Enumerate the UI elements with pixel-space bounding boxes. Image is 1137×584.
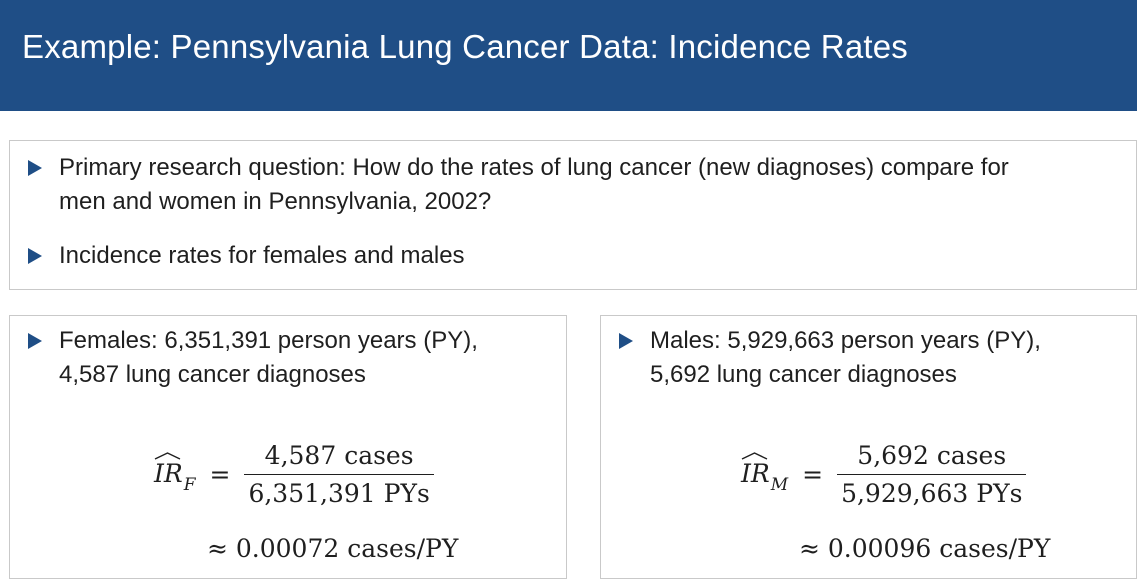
slide-title: Example: Pennsylvania Lung Cancer Data: …	[22, 28, 908, 65]
ir-subscript: F	[183, 474, 196, 495]
hat-accent-icon	[741, 451, 768, 460]
denominator: 6,351,391 PYs	[244, 474, 434, 508]
males-result: ≈ 0.00096 cases/PY	[799, 534, 1051, 563]
triangle-bullet-icon	[28, 248, 42, 264]
ir-letters: IR	[741, 458, 770, 488]
fraction: 4,587 cases 6,351,391 PYs	[244, 441, 434, 508]
numerator: 5,692 cases	[857, 441, 1007, 470]
bullet-incidence-rates: Incidence rates for females and males	[28, 239, 1128, 273]
females-formula: IR F = 4,587 cases 6,351,391 PYs	[154, 441, 434, 508]
title-bar: Example: Pennsylvania Lung Cancer Data: …	[0, 0, 1137, 111]
females-result: ≈ 0.00072 cases/PY	[207, 534, 459, 563]
equals-sign: =	[802, 460, 824, 489]
triangle-bullet-icon	[28, 160, 42, 176]
equals-sign: =	[209, 460, 231, 489]
males-box: Males: 5,929,663 person years (PY), 5,69…	[600, 315, 1137, 579]
intro-box: Primary research question: How do the ra…	[9, 140, 1137, 290]
numerator: 4,587 cases	[264, 441, 414, 470]
ir-subscript: M	[770, 474, 789, 495]
bullet-males: Males: 5,929,663 person years (PY), 5,69…	[619, 324, 1129, 392]
males-formula: IR M = 5,692 cases 5,929,663 PYs	[741, 441, 1027, 508]
denominator: 5,929,663 PYs	[837, 474, 1027, 508]
ir-letters: IR	[154, 458, 183, 488]
triangle-bullet-icon	[619, 333, 633, 349]
triangle-bullet-icon	[28, 333, 42, 349]
females-box: Females: 6,351,391 person years (PY), 4,…	[9, 315, 567, 579]
ir-symbol-females: IR F	[154, 451, 196, 495]
bullet-females: Females: 6,351,391 person years (PY), 4,…	[28, 324, 558, 392]
hat-accent-icon	[154, 451, 181, 460]
males-text: Males: 5,929,663 person years (PY), 5,69…	[650, 327, 1041, 388]
incidence-rates-text: Incidence rates for females and males	[59, 242, 465, 269]
fraction: 5,692 cases 5,929,663 PYs	[837, 441, 1027, 508]
bullet-research-question: Primary research question: How do the ra…	[28, 151, 1128, 219]
research-question-text: Primary research question: How do the ra…	[59, 154, 1009, 215]
females-text: Females: 6,351,391 person years (PY), 4,…	[59, 327, 478, 388]
ir-symbol-males: IR M	[741, 451, 789, 495]
